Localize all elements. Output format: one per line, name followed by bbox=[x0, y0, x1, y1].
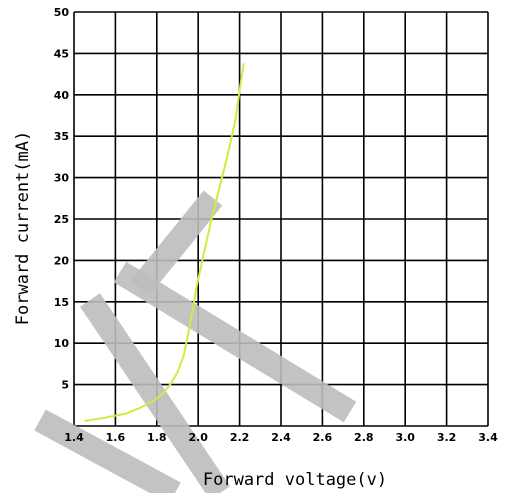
x-tick-label: 1.6 bbox=[106, 431, 126, 444]
x-tick-label: 3.0 bbox=[395, 431, 415, 444]
y-tick-label: 35 bbox=[54, 130, 69, 143]
y-tick-label: 5 bbox=[61, 379, 69, 392]
y-tick-labels: 5 10 15 20 25 30 35 40 45 50 bbox=[54, 6, 70, 392]
x-tick-label: 3.2 bbox=[437, 431, 457, 444]
y-tick-label: 15 bbox=[54, 296, 69, 309]
x-tick-label: 2.6 bbox=[313, 431, 333, 444]
y-tick-label: 25 bbox=[54, 213, 69, 226]
x-tick-label: 3.4 bbox=[478, 431, 498, 444]
x-tick-label: 2.8 bbox=[354, 431, 374, 444]
watermark-stroke bbox=[140, 198, 213, 288]
x-tick-label: 2.0 bbox=[188, 431, 208, 444]
y-axis-label: Forward current(mA) bbox=[13, 131, 33, 325]
y-tick-label: 30 bbox=[54, 172, 70, 185]
y-tick-label: 50 bbox=[54, 6, 70, 19]
x-tick-label: 2.4 bbox=[271, 431, 291, 444]
x-tick-label: 1.4 bbox=[64, 431, 84, 444]
x-axis-label: Forward voltage(v) bbox=[203, 470, 387, 490]
x-tick-label: 1.8 bbox=[147, 431, 167, 444]
x-tick-labels: 1.4 1.6 1.8 2.0 2.2 2.4 2.6 2.8 3.0 3.2 3.4 bbox=[64, 431, 498, 444]
y-tick-label: 20 bbox=[54, 254, 70, 267]
watermark-logo bbox=[40, 198, 350, 493]
y-tick-label: 40 bbox=[54, 89, 70, 102]
y-tick-label: 45 bbox=[54, 47, 69, 60]
y-tick-label: 10 bbox=[54, 337, 70, 350]
x-tick-label: 2.2 bbox=[230, 431, 250, 444]
